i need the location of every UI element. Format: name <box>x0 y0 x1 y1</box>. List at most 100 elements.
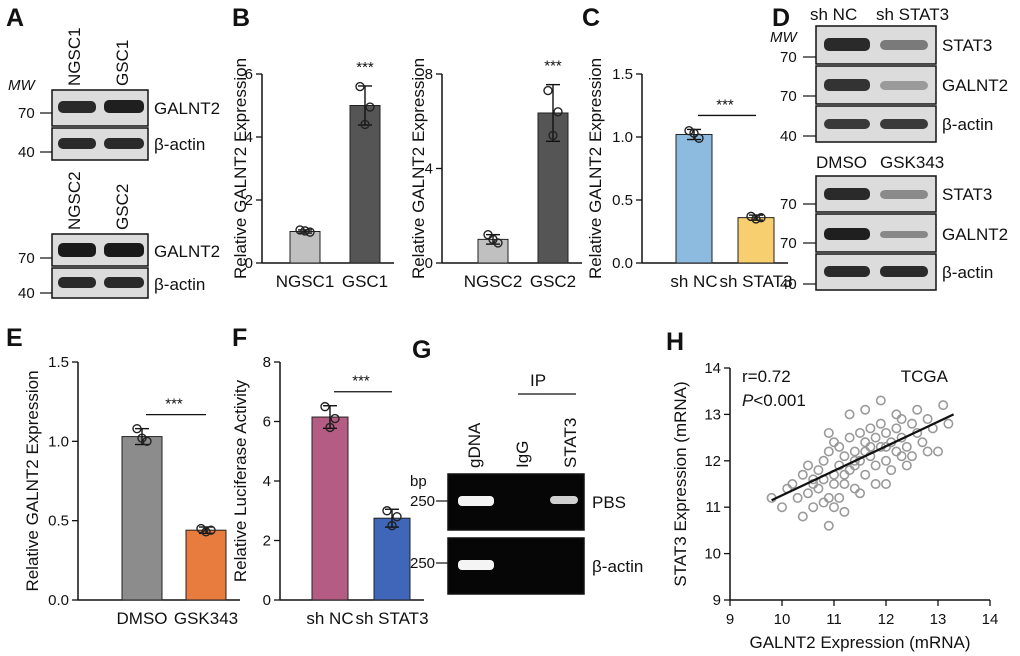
y-tick-label: 6 <box>245 66 253 83</box>
panel-letter-h: H <box>666 328 684 356</box>
bar <box>185 529 227 601</box>
bar <box>311 416 349 601</box>
x-tick-label: DMSO <box>117 609 168 628</box>
x-tick-label: 10 <box>774 611 791 628</box>
data-point <box>355 81 365 92</box>
y-tick-label: 1.0 <box>612 129 633 146</box>
blot-d: MW sh NC sh STAT3 STAT3 GALNT2 β-actin 7… <box>770 5 1008 293</box>
row-label: β-actin <box>154 135 205 154</box>
row-label: β-actin <box>942 115 993 134</box>
y-tick-label: 1.5 <box>48 354 69 371</box>
x-tick-label: sh STAT3 <box>719 272 792 291</box>
data-point <box>922 446 933 457</box>
data-point <box>865 423 876 434</box>
data-point <box>880 427 891 438</box>
p-annotation-symbol: P <box>742 391 754 410</box>
data-point <box>382 506 392 516</box>
data-point <box>797 469 808 480</box>
y-tick-label: 4 <box>245 129 253 146</box>
x-tick-label: NGSC2 <box>464 272 523 291</box>
lane-g-1: gDNA <box>465 422 484 468</box>
mw-value: 70 <box>780 49 797 66</box>
data-point <box>891 423 902 434</box>
panel-letter-b: B <box>232 4 250 32</box>
data-point <box>305 227 315 237</box>
band <box>104 243 144 257</box>
band <box>104 277 144 288</box>
band <box>458 560 494 570</box>
y-tick-label: 0.5 <box>48 513 69 530</box>
data-point <box>922 414 933 425</box>
data-point <box>891 409 902 420</box>
y-tick-label: 1.5 <box>612 66 633 83</box>
y-tick-label: 4 <box>425 161 433 178</box>
data-point <box>295 225 305 235</box>
data-point <box>802 488 813 499</box>
data-point <box>880 455 891 466</box>
data-point <box>844 465 855 476</box>
data-point <box>875 395 886 406</box>
data-point <box>694 133 704 143</box>
bp-value: 250 <box>410 493 435 510</box>
data-point <box>320 401 330 412</box>
data-point <box>912 404 923 415</box>
data-point <box>839 469 850 480</box>
panel-letter-e: E <box>6 324 23 352</box>
x-tick-label: GSK343 <box>174 609 238 628</box>
x-tick-label: sh NC <box>306 609 353 628</box>
band <box>824 79 870 91</box>
band <box>824 188 870 200</box>
y-axis-label: STAT3 Expression (mRNA) <box>671 381 690 586</box>
data-point <box>196 523 206 534</box>
data-point <box>870 432 881 443</box>
r-annotation: r=0.72 <box>742 367 791 386</box>
bar <box>675 133 713 264</box>
data-point <box>137 433 147 443</box>
significance-label: *** <box>544 58 562 75</box>
panel-letter-d: D <box>772 4 790 32</box>
gel-g: gDNA IgG STAT3 IP bp PBS β-actin 250 250 <box>410 371 643 595</box>
lane-d-bot-1: DMSO <box>816 153 867 172</box>
y-tick-label: 0.0 <box>612 255 633 272</box>
row-label: β-actin <box>154 275 205 294</box>
y-tick-label: 6 <box>263 414 271 431</box>
lane-d-top-1: sh NC <box>810 5 857 24</box>
mw-value: 40 <box>18 285 35 302</box>
band <box>824 228 870 240</box>
y-tick-label: 2 <box>245 192 253 209</box>
lane-a-top-1: NGSC1 <box>65 27 84 86</box>
band <box>824 38 870 51</box>
band <box>550 496 578 504</box>
data-point <box>938 400 949 411</box>
mw-value: 70 <box>780 235 797 252</box>
row-label: STAT3 <box>942 36 992 55</box>
data-point <box>849 455 860 466</box>
band <box>880 231 928 238</box>
band <box>58 277 96 288</box>
data-point <box>818 497 829 508</box>
data-point <box>684 125 694 136</box>
x-tick-label: 9 <box>726 611 734 628</box>
bp-label: bp <box>410 473 427 490</box>
data-point <box>880 441 891 452</box>
band <box>824 266 870 277</box>
y-tick-label: 4 <box>263 473 271 490</box>
x-tick-label: GSC2 <box>530 272 576 291</box>
significance-label: *** <box>356 59 374 76</box>
data-point <box>886 465 897 476</box>
data-point <box>880 478 891 489</box>
data-point <box>488 234 498 245</box>
data-point <box>132 423 142 434</box>
data-point <box>813 465 824 476</box>
band <box>880 190 928 199</box>
data-point <box>860 404 871 415</box>
row-label: GALNT2 <box>154 99 220 118</box>
band <box>104 100 144 113</box>
data-point <box>849 446 860 457</box>
data-point <box>834 492 845 503</box>
mw-value: 40 <box>18 144 35 161</box>
data-point <box>387 520 397 531</box>
row-label: STAT3 <box>942 185 992 204</box>
y-tick-label: 8 <box>425 66 433 83</box>
data-point <box>849 483 860 494</box>
